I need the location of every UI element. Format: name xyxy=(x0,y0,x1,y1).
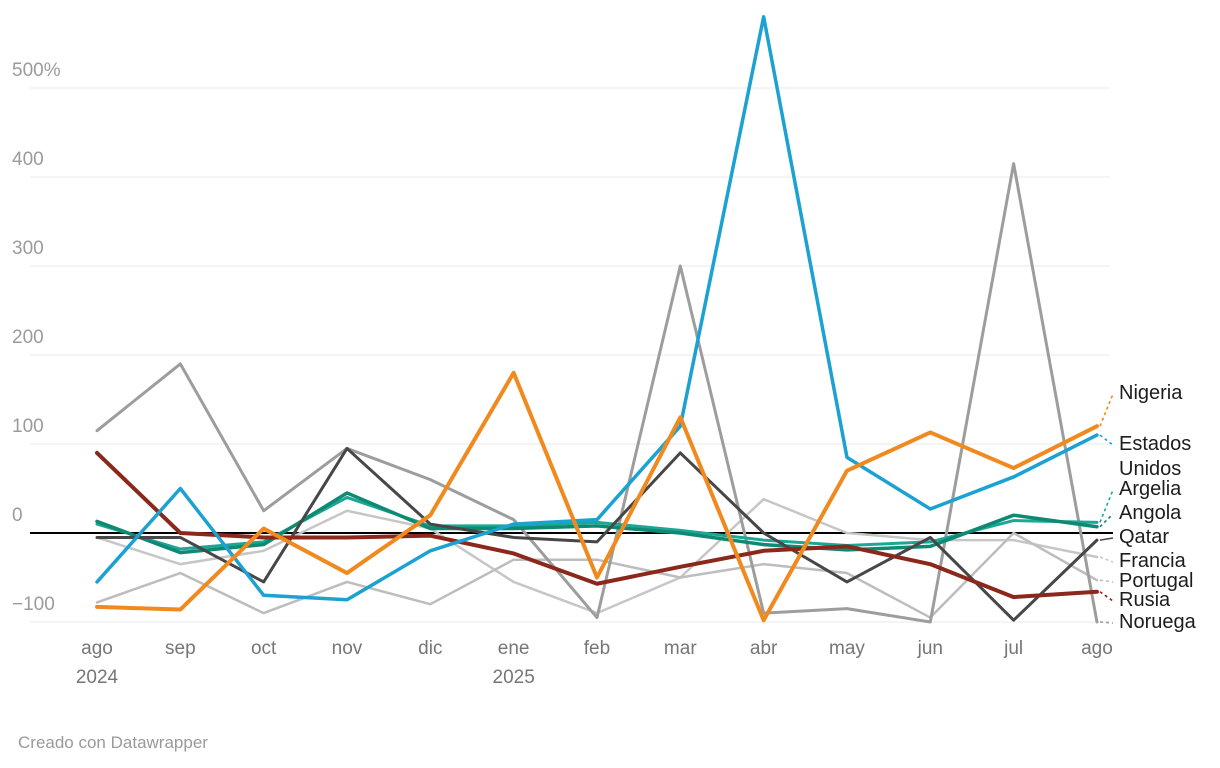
x-tick-label-12: ago xyxy=(1081,638,1113,659)
x-tick-label-10: jun xyxy=(917,638,943,659)
x-tick-label-3: nov xyxy=(331,638,363,659)
x-tick-label-1: sep xyxy=(165,638,196,659)
series-label-nigeria[interactable]: Nigeria xyxy=(1119,382,1183,404)
series-line-angola[interactable] xyxy=(95,491,1099,555)
series-leader-portugal xyxy=(1099,579,1114,583)
x-tick-label-7: mar xyxy=(663,638,697,659)
x-tick-label-8: abr xyxy=(749,638,778,659)
x-tick-label-11: jul xyxy=(1004,638,1024,659)
series-leader-qatar xyxy=(1099,537,1114,541)
series-leader-francia xyxy=(1099,556,1114,563)
series-leader-estados-unidos xyxy=(1099,434,1114,446)
series-line-rusia[interactable] xyxy=(95,450,1099,600)
series-line-estados-unidos[interactable] xyxy=(95,15,1099,602)
series-leader-rusia xyxy=(1099,591,1114,602)
series-leader-argelia xyxy=(1099,489,1114,523)
y-tick-label-200: 200 xyxy=(12,327,44,348)
datawrapper-credit[interactable]: Creado con Datawrapper xyxy=(18,733,208,752)
series-line-francia[interactable] xyxy=(95,497,1099,615)
series-label-angola[interactable]: Angola xyxy=(1119,502,1182,524)
series-line-qatar[interactable] xyxy=(95,446,1099,622)
series-leader-noruega xyxy=(1099,621,1114,624)
y-tick-label-300: 300 xyxy=(12,238,44,259)
x-tick-label-2: oct xyxy=(250,638,277,659)
x-tick-label-5: ene xyxy=(497,638,530,659)
y-tick-label-500: 500% xyxy=(12,60,61,81)
y-tick-label-400: 400 xyxy=(12,149,44,170)
x-tick-label-4: dic xyxy=(418,638,443,659)
series-line-noruega[interactable] xyxy=(95,162,1099,624)
series-label-francia[interactable]: Francia xyxy=(1119,550,1186,572)
y-tick-label-0: 0 xyxy=(12,505,23,526)
series-label-noruega[interactable]: Noruega xyxy=(1119,611,1196,633)
x-year-label-2025: 2025 xyxy=(492,667,535,688)
series-leader-nigeria xyxy=(1099,393,1114,427)
series-label-estados-unidos[interactable]: Estados Unidos xyxy=(1119,433,1192,480)
x-tick-label-9: may xyxy=(829,638,865,659)
series-label-portugal[interactable]: Portugal xyxy=(1119,570,1194,592)
series-label-qatar[interactable]: Qatar xyxy=(1119,526,1170,548)
x-tick-label-6: feb xyxy=(583,638,611,659)
series-label-argelia[interactable]: Argelia xyxy=(1119,478,1182,500)
y-tick-label-100: 100 xyxy=(12,416,44,437)
series-line-argelia[interactable] xyxy=(95,495,1099,551)
y-tick-label--100: −100 xyxy=(12,594,55,615)
series-line-nigeria[interactable] xyxy=(95,370,1099,623)
series-label-rusia[interactable]: Rusia xyxy=(1119,589,1171,611)
x-year-label-2024: 2024 xyxy=(75,667,119,688)
x-tick-label-0: ago xyxy=(81,638,113,659)
